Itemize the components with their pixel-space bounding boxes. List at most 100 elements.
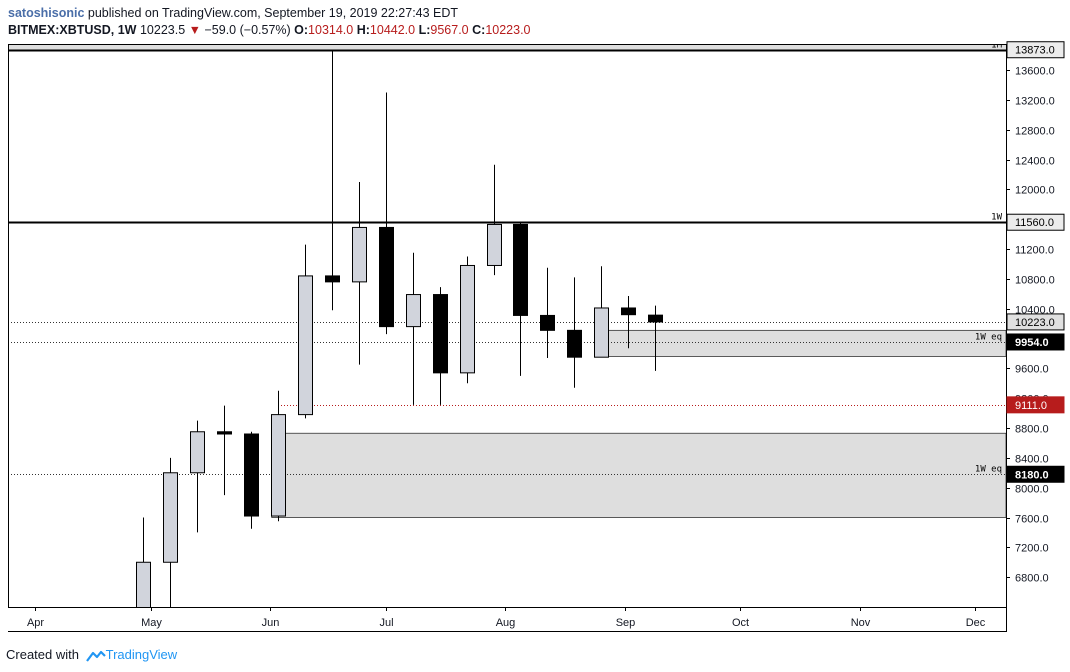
x-tick-label: Aug bbox=[496, 617, 516, 629]
y-tick-label: 13600.0 bbox=[1015, 66, 1055, 78]
price-change: −59.0 (−0.57%) bbox=[204, 23, 291, 37]
y-tick-label: 11200.0 bbox=[1015, 245, 1054, 257]
publish-line: satoshisonic published on TradingView.co… bbox=[8, 5, 531, 22]
x-tick-label: Apr bbox=[27, 617, 44, 629]
x-tick-label: Nov bbox=[851, 617, 871, 629]
candle-body bbox=[406, 294, 421, 328]
price-label-text: 13873.0 bbox=[1015, 45, 1055, 57]
candle-body bbox=[379, 226, 394, 328]
open-label: O: bbox=[294, 23, 309, 37]
y-tick-label: 8800.0 bbox=[1015, 424, 1049, 436]
price-label-bg bbox=[1006, 213, 1065, 231]
y-tick-label: 8400.0 bbox=[1015, 454, 1049, 466]
candle bbox=[594, 266, 609, 358]
price-label-text: 8180.0 bbox=[1015, 469, 1049, 481]
x-tick-label: May bbox=[141, 617, 162, 629]
last-price: 10223.5 bbox=[139, 23, 186, 37]
price-label-text: 9111.0 bbox=[1015, 400, 1047, 412]
footer: Created with TradingView bbox=[6, 646, 177, 664]
y-tick-label: 8000.0 bbox=[1015, 484, 1049, 496]
candle-body bbox=[594, 307, 609, 358]
level-tag-label: 1W eq bbox=[975, 333, 1002, 343]
y-tick-label: 12800.0 bbox=[1015, 126, 1055, 138]
price-label-box: 9111.0 bbox=[1006, 396, 1065, 414]
candle bbox=[513, 222, 528, 376]
candle-body bbox=[163, 472, 178, 563]
price-label-bg bbox=[1006, 41, 1065, 59]
y-tick-label: 9600.0 bbox=[1015, 364, 1049, 376]
low-value: 9567.0 bbox=[430, 23, 469, 37]
zone-box bbox=[271, 432, 1006, 518]
candle bbox=[567, 277, 582, 388]
candle-body bbox=[298, 275, 313, 416]
plot-area: 1M 1W 1W eq 1W eq bbox=[8, 41, 1006, 607]
level-tag-label: 1W bbox=[991, 213, 1002, 223]
y-tick-label: 10800.0 bbox=[1015, 275, 1055, 287]
level-tag-label: 1M bbox=[991, 41, 1002, 51]
symbol-label[interactable]: BITMEX:XBTUSD, 1W bbox=[8, 23, 137, 37]
y-tick-label: 7600.0 bbox=[1015, 514, 1049, 526]
candle-body bbox=[433, 294, 448, 374]
candle bbox=[406, 252, 421, 405]
candle-body bbox=[567, 329, 582, 358]
candle-body bbox=[190, 431, 205, 474]
candle-body bbox=[136, 561, 151, 607]
tradingview-logo-icon bbox=[85, 650, 106, 662]
y-tick-label: 12400.0 bbox=[1015, 156, 1055, 168]
candle bbox=[379, 92, 394, 335]
candle bbox=[352, 181, 367, 365]
high-value: 10442.0 bbox=[369, 23, 416, 37]
candle bbox=[190, 420, 205, 533]
close-value: 10223.0 bbox=[485, 23, 531, 37]
tradingview-brand-link[interactable]: TradingView bbox=[105, 647, 178, 662]
low-label: L: bbox=[418, 23, 431, 37]
y-tick-label: 6800.0 bbox=[1015, 573, 1049, 585]
plot-border bbox=[8, 44, 1007, 608]
candle bbox=[540, 267, 555, 358]
published-text: published on TradingView.com, September … bbox=[87, 6, 459, 20]
candle-body bbox=[621, 307, 636, 316]
down-arrow-icon: ▼ bbox=[185, 23, 202, 37]
level-tag-label: 1W eq bbox=[975, 465, 1002, 475]
candle-body bbox=[540, 314, 555, 331]
candle bbox=[648, 305, 663, 371]
candle-body bbox=[352, 226, 367, 283]
candle bbox=[298, 244, 313, 419]
candle-body bbox=[648, 314, 663, 323]
close-label: C: bbox=[472, 23, 486, 37]
price-label-bg bbox=[1006, 313, 1065, 331]
price-label-box: 8180.0 bbox=[1006, 465, 1065, 483]
candle bbox=[325, 49, 340, 311]
x-tick-label: Sep bbox=[616, 617, 636, 629]
y-tick-label: 12000.0 bbox=[1015, 185, 1055, 197]
x-tick-label: Dec bbox=[966, 617, 986, 629]
top-band bbox=[8, 44, 1006, 50]
price-label-box: 10223.0 bbox=[1006, 313, 1065, 331]
zone-box bbox=[595, 329, 1006, 357]
y-tick-label: 13200.0 bbox=[1015, 96, 1055, 108]
candle bbox=[136, 517, 151, 607]
price-label-bg bbox=[1006, 465, 1065, 483]
candle-body bbox=[513, 223, 528, 316]
x-tick-label: Oct bbox=[732, 617, 749, 629]
candle bbox=[433, 287, 448, 405]
price-label-text: 9954.0 bbox=[1015, 337, 1049, 349]
x-tick-label: Jul bbox=[379, 617, 393, 629]
open-value: 10314.0 bbox=[308, 23, 354, 37]
price-label-box: 11560.0 bbox=[1006, 213, 1065, 231]
candle bbox=[487, 164, 502, 276]
candle bbox=[244, 431, 259, 529]
author-link[interactable]: satoshisonic bbox=[8, 6, 85, 20]
y-tick-label: 7200.0 bbox=[1015, 543, 1049, 555]
candle-body bbox=[487, 223, 502, 266]
candle bbox=[271, 390, 286, 522]
candle bbox=[163, 457, 178, 607]
candle bbox=[460, 256, 475, 384]
price-label-box: 13873.0 bbox=[1006, 41, 1065, 59]
candle bbox=[621, 296, 636, 349]
chart-header: satoshisonic published on TradingView.co… bbox=[8, 5, 531, 39]
price-label-text: 11560.0 bbox=[1015, 217, 1054, 229]
candle-body bbox=[460, 264, 475, 374]
candle-body bbox=[244, 433, 259, 517]
